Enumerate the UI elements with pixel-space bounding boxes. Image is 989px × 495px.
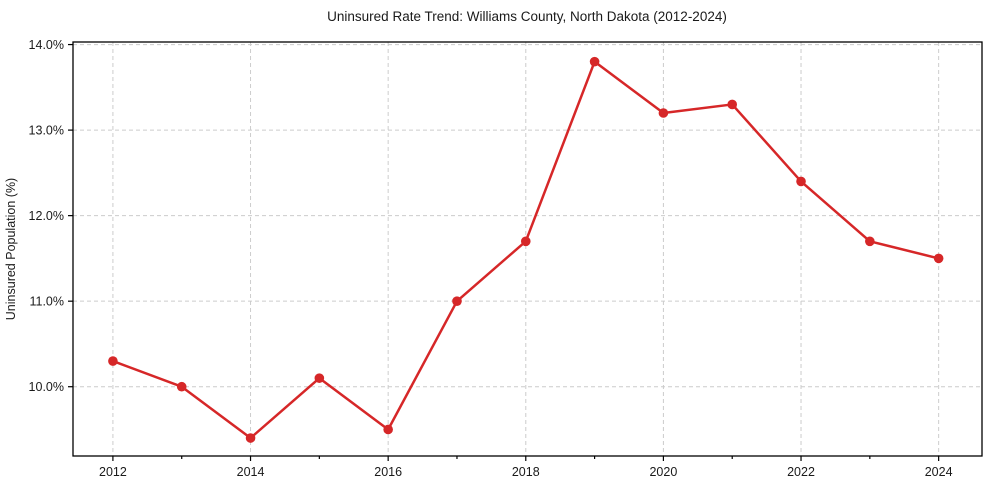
data-point <box>314 373 325 383</box>
plot-area: 10.0% 11.0% 12.0% 13.0% 14.0% 2012 2014 2016 201… <box>29 38 983 479</box>
x-tick-label: 2014 <box>237 465 265 479</box>
data-point <box>108 356 118 366</box>
data-point <box>796 176 806 187</box>
plot-border <box>72 41 983 457</box>
y-tick-label: 10.0% <box>29 380 64 394</box>
x-tick-label: 2022 <box>787 465 815 479</box>
data-point <box>865 236 875 247</box>
x-tick-label: 2024 <box>925 465 953 479</box>
y-axis-label: Uninsured Population (%) <box>4 178 18 320</box>
data-point <box>176 381 187 392</box>
x-tick-label: 2018 <box>512 465 540 479</box>
y-tick-label: 11.0% <box>29 295 64 309</box>
x-tick-label: 2012 <box>99 465 127 479</box>
y-tick-label: 13.0% <box>29 124 64 138</box>
data-point <box>589 56 600 67</box>
chart-title: Uninsured Rate Trend: Williams County, N… <box>327 9 727 24</box>
data-point <box>452 296 462 306</box>
y-tick-label: 12.0% <box>29 209 64 223</box>
data-point <box>245 433 256 443</box>
data-point <box>658 108 669 118</box>
x-tick-label: 2020 <box>649 465 677 479</box>
data-point <box>727 99 738 110</box>
data-point <box>933 253 944 264</box>
data-point <box>520 236 531 247</box>
data-point <box>383 424 393 435</box>
y-tick-label: 14.0% <box>29 38 64 52</box>
x-tick-label: 2016 <box>374 465 402 479</box>
